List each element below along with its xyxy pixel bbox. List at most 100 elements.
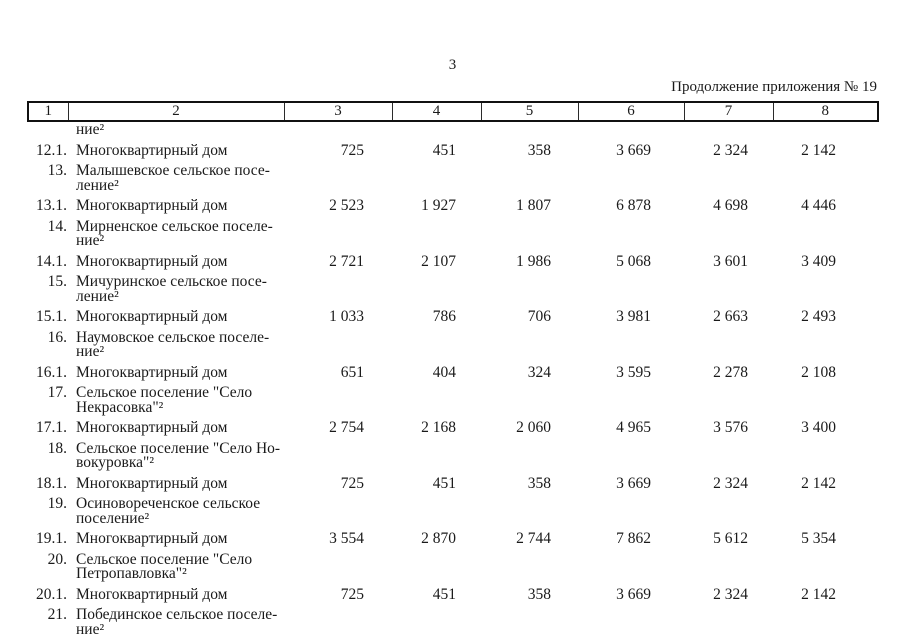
value-cell <box>284 121 392 138</box>
table-row: 17.1. Многоквартирный дом 2 754 2 168 2 060 4… <box>28 415 878 436</box>
value-cell <box>684 269 773 304</box>
value-cell <box>773 325 878 360</box>
row-name: Многоквартирный дом <box>68 582 284 603</box>
value-cell: 4 698 <box>713 197 748 214</box>
name-line: ление² <box>76 176 119 194</box>
name-line: Многоквартирный дом <box>76 363 228 381</box>
value-cell <box>578 436 684 471</box>
page-number: 3 <box>448 57 457 73</box>
value-cell <box>578 269 684 304</box>
value-cell <box>284 436 392 471</box>
row-name: Многоквартирный дом <box>68 249 284 270</box>
value-cell <box>284 380 392 415</box>
value-cell <box>684 214 773 249</box>
row-name: Сельское поселение "Село Петропавловка"² <box>68 547 284 582</box>
value-cell: 5 354 <box>801 530 836 547</box>
value-cell: 2 870 <box>421 530 456 547</box>
name-line: ние² <box>76 121 105 138</box>
value-cell: 1 927 <box>421 197 456 214</box>
table-body: ние² 12.1. Многоквартирный дом 725 451 358 3 6… <box>28 121 878 637</box>
value-cell: 4 446 <box>801 197 836 214</box>
name-line: Сельское поселение "Село <box>76 384 253 401</box>
value-cell <box>481 325 578 360</box>
value-cell: 3 601 <box>713 252 748 270</box>
row-name: Многоквартирный дом <box>68 193 284 214</box>
row-number: 15.1. <box>36 308 67 325</box>
header-cell: 4 <box>391 101 482 122</box>
row-number: 13.1. <box>36 197 67 214</box>
row-number: 16.1. <box>36 363 67 381</box>
name-line: Многоквартирный дом <box>76 585 228 603</box>
value-cell <box>773 491 878 526</box>
header-cell: 1 <box>27 101 69 122</box>
value-cell <box>684 380 773 415</box>
value-cell <box>773 121 878 138</box>
name-line: ние² <box>76 620 105 638</box>
name-line: Петропавловка"² <box>76 565 187 582</box>
value-cell <box>481 602 578 637</box>
value-cell: 2 523 <box>329 197 364 214</box>
value-cell <box>773 547 878 582</box>
value-cell: 2 168 <box>421 419 456 436</box>
value-cell <box>392 214 481 249</box>
name-line: ние² <box>76 343 105 360</box>
continuation-note: Продолжение приложения № 19 <box>671 79 877 95</box>
value-cell: 324 <box>527 363 551 381</box>
value-cell: 2 663 <box>713 308 748 325</box>
name-line: Малышевское сельское посе- <box>76 162 270 179</box>
value-cell <box>392 269 481 304</box>
row-name: Многоквартирный дом <box>68 360 284 381</box>
value-cell: 2 324 <box>713 141 748 159</box>
value-cell: 2 107 <box>421 252 456 270</box>
value-cell <box>284 158 392 193</box>
name-line: Многоквартирный дом <box>76 197 228 214</box>
table-row: 19. Осиновореченское сельское поселение² <box>28 491 878 526</box>
value-cell <box>392 602 481 637</box>
value-cell: 451 <box>432 474 456 492</box>
row-name: Многоквартирный дом <box>68 138 284 159</box>
value-cell <box>481 214 578 249</box>
value-cell: 3 981 <box>616 308 651 325</box>
value-cell <box>684 491 773 526</box>
value-cell <box>578 121 684 138</box>
value-cell: 358 <box>527 474 551 492</box>
value-cell: 2 324 <box>713 585 748 603</box>
name-line: Наумовское сельское поселе- <box>76 328 270 346</box>
header-cell: 8 <box>772 101 879 122</box>
value-cell <box>481 158 578 193</box>
row-number: 18. <box>47 439 67 457</box>
value-cell <box>392 325 481 360</box>
value-cell: 1 807 <box>516 197 551 214</box>
value-cell: 358 <box>527 141 551 159</box>
name-line: Многоквартирный дом <box>76 530 228 547</box>
table-row: 13.1. Многоквартирный дом 2 523 1 927 1 807 6… <box>28 193 878 214</box>
value-cell: 786 <box>432 308 456 325</box>
table-row: 20.1. Многоквартирный дом 725 451 358 3 669 2 … <box>28 582 878 603</box>
value-cell <box>684 436 773 471</box>
row-name: Мирненское сельское поселе-ние² <box>68 214 284 249</box>
row-name: Многоквартирный дом <box>68 304 284 325</box>
value-cell: 3 669 <box>616 585 651 603</box>
row-name: Малышевское сельское посе-ление² <box>68 158 284 193</box>
table-row: 18.1. Многоквартирный дом 725 451 358 3 669 2 … <box>28 471 878 492</box>
value-cell <box>578 325 684 360</box>
value-cell <box>578 491 684 526</box>
row-name: Многоквартирный дом <box>68 415 284 436</box>
row-number: 13. <box>47 162 67 179</box>
row-number: 12.1. <box>36 141 67 159</box>
name-line: Многоквартирный дом <box>76 419 228 436</box>
value-cell: 3 669 <box>616 474 651 492</box>
row-number: 15. <box>47 273 67 290</box>
table-row: 13. Малышевское сельское посе-ление² <box>28 158 878 193</box>
value-cell <box>578 158 684 193</box>
value-cell <box>481 380 578 415</box>
value-cell <box>481 436 578 471</box>
value-cell: 3 669 <box>616 141 651 159</box>
value-cell <box>392 121 481 138</box>
value-cell <box>284 269 392 304</box>
row-name: Мичуринское сельское посе-ление² <box>68 269 284 304</box>
value-cell <box>392 158 481 193</box>
